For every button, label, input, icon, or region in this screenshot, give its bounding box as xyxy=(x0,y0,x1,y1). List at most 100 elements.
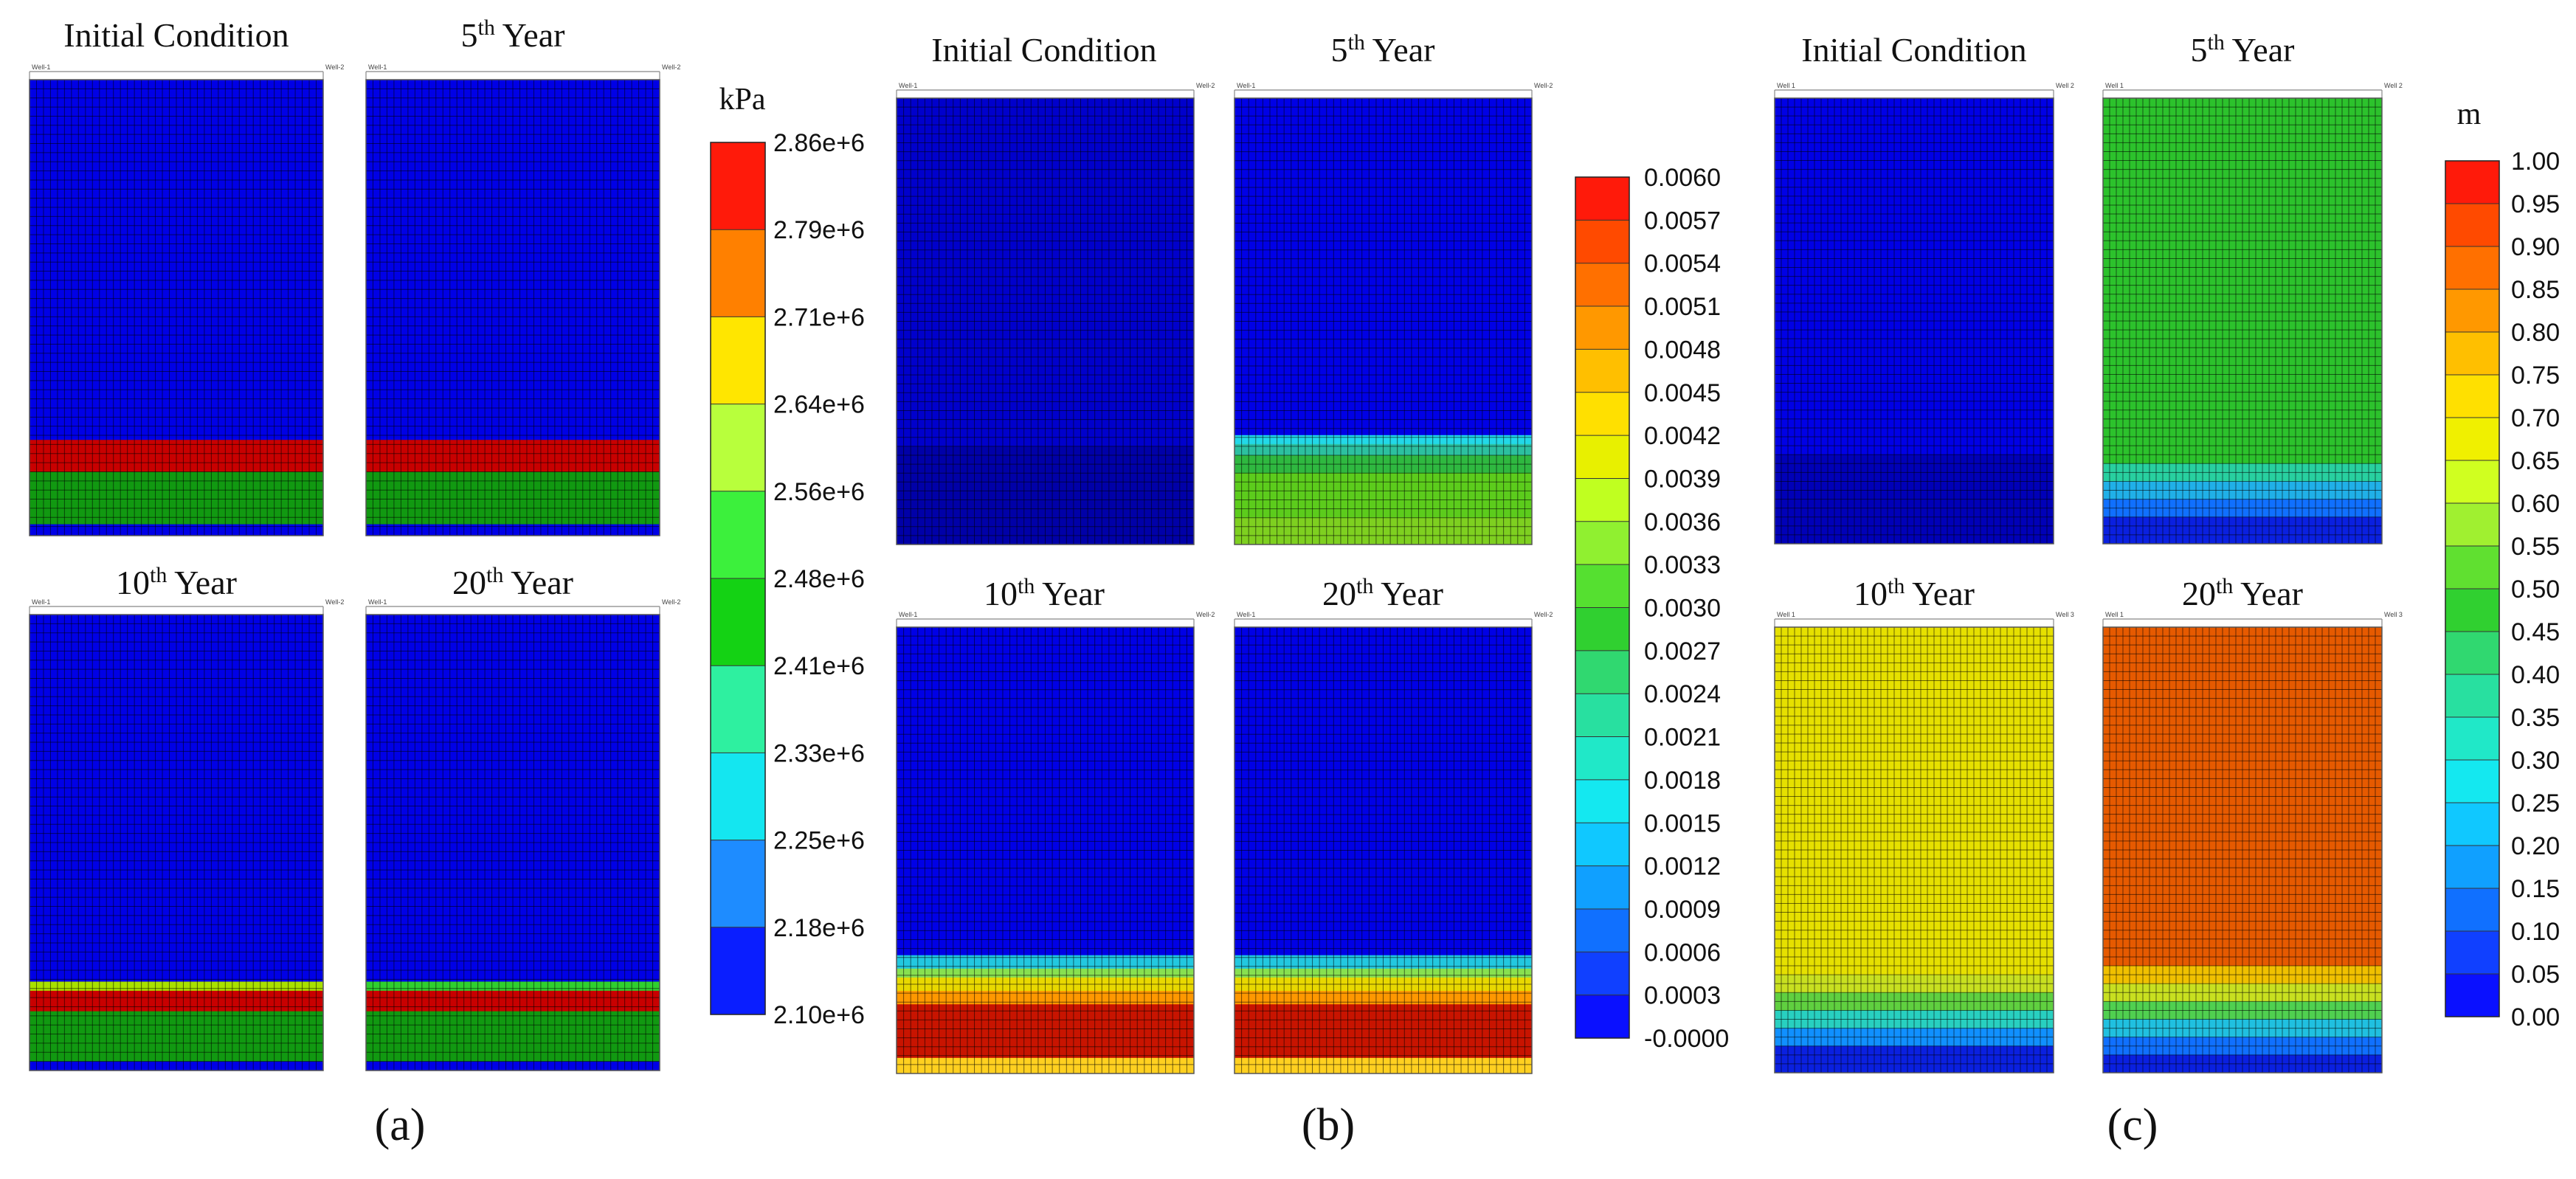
colorbar-tick-label: -0.0000 xyxy=(1644,1025,1729,1053)
colorbar-segment xyxy=(2445,888,2499,932)
colorbar-segment xyxy=(711,317,765,405)
colorbar-segment xyxy=(2445,418,2499,461)
panel-title: 5th Year xyxy=(2191,30,2295,69)
panel-title-main: 20 xyxy=(452,564,486,601)
colorbar-tick-label: 0.00 xyxy=(2511,1003,2560,1031)
colorbar-segment xyxy=(2445,846,2499,889)
well-left-label: Well-1 xyxy=(899,611,917,618)
panel-title: 5th Year xyxy=(1331,30,1435,69)
colorbar-tick-label: 2.71e+6 xyxy=(773,303,865,331)
well-right-label: Well-2 xyxy=(325,63,344,71)
well-left-label: Well-1 xyxy=(368,63,387,71)
colorbar-tick-label: 0.0060 xyxy=(1644,164,1721,192)
colorbar-tick-label: 0.75 xyxy=(2511,362,2560,390)
colorbar-tick-label: 0.0051 xyxy=(1644,293,1721,321)
well-right-label: Well-2 xyxy=(1196,611,1215,618)
panel-title-rest: Year xyxy=(1035,575,1105,612)
colorbar-tick-label: 0.15 xyxy=(2511,875,2560,903)
colorbar-tick-label: 0.0024 xyxy=(1644,680,1721,708)
panel-title: Initial Condition xyxy=(63,16,289,54)
well-left-label: Well-1 xyxy=(32,598,50,606)
colorbar-border xyxy=(1575,176,1630,1039)
panel-title-sup: th xyxy=(2208,30,2225,55)
colorbar-segment xyxy=(1575,607,1629,651)
colorbar-tick-label: 2.33e+6 xyxy=(773,739,865,767)
panel-border xyxy=(896,97,1195,545)
panel-border xyxy=(365,614,660,1071)
plot-panel: Well-1 Well-2 Initial Condition xyxy=(896,31,1215,545)
colorbar-tick-label: 0.0054 xyxy=(1644,250,1721,278)
colorbar-segment xyxy=(1575,392,1629,436)
colorbar-segment xyxy=(1575,306,1629,350)
panel-title-main: 5 xyxy=(1331,31,1348,69)
colorbar-segment xyxy=(2445,974,2499,1017)
colorbar-tick-label: 0.0012 xyxy=(1644,853,1721,881)
panel-title: 20th Year xyxy=(2182,574,2303,612)
colorbar-tick-label: 0.0027 xyxy=(1644,637,1721,665)
colorbar-segment xyxy=(711,753,765,841)
plot-panel: Well 1 Well 2 5th Year xyxy=(2102,30,2403,544)
colorbar-tick-label: 2.48e+6 xyxy=(773,565,865,593)
colorbar-segment xyxy=(1575,779,1629,823)
colorbar-segment xyxy=(1575,865,1629,910)
panel-title-rest: Year xyxy=(503,564,573,601)
well-left-label: Well-1 xyxy=(32,63,50,71)
colorbar-segment xyxy=(1575,995,1629,1039)
panel-title: 10th Year xyxy=(1854,574,1975,612)
colorbar-tick-label: 0.0015 xyxy=(1644,809,1721,837)
well-right-label: Well-2 xyxy=(1196,82,1215,89)
colorbar-tick-label: 0.0039 xyxy=(1644,465,1721,493)
panel-title-sup: th xyxy=(150,563,167,587)
panel-title-sup: th xyxy=(486,563,503,587)
colorbar-segment xyxy=(2445,674,2499,718)
colorbar-tick-label: 0.45 xyxy=(2511,618,2560,646)
panel-title-rest: Year xyxy=(2233,575,2303,612)
colorbar-segment xyxy=(1575,521,1629,565)
well-left-label: Well-1 xyxy=(1237,611,1255,618)
colorbar-segment xyxy=(711,840,765,928)
colorbar-tick-label: 0.80 xyxy=(2511,319,2560,347)
panel-title-rest: Year xyxy=(1365,31,1435,69)
panel-title-rest: Year xyxy=(1373,575,1443,612)
mesh-grid xyxy=(1774,626,2054,1073)
colorbar-segment xyxy=(2445,931,2499,975)
panel-title-sup: th xyxy=(478,15,495,40)
colorbar-tick-label: 0.35 xyxy=(2511,704,2560,732)
panel-border xyxy=(29,614,324,1071)
panel-title-sup: th xyxy=(2216,574,2233,598)
well-right-label: Well-2 xyxy=(1534,82,1553,89)
colorbar-tick-label: 2.10e+6 xyxy=(773,1001,865,1029)
colorbar-tick-label: 0.0036 xyxy=(1644,508,1721,536)
colorbar-segment xyxy=(711,491,765,579)
colorbar-segment xyxy=(2445,760,2499,803)
panel-border xyxy=(29,79,324,536)
colorbar-tick-label: 1.00 xyxy=(2511,148,2560,176)
colorbar-segment xyxy=(2445,460,2499,504)
colorbar-tick-label: 0.0030 xyxy=(1644,595,1721,623)
panel-title-main: Initial Condition xyxy=(63,16,289,54)
plot-panel: Well-1 Well-2 20th Year xyxy=(365,563,680,1071)
colorbar-tick-label: 0.10 xyxy=(2511,918,2560,946)
subfigure-caption: (c) xyxy=(2107,1100,2158,1150)
panel-title-sup: th xyxy=(1888,574,1905,598)
colorbar-tick-label: 0.70 xyxy=(2511,404,2560,432)
colorbar-unit: m xyxy=(2457,97,2482,131)
well-right-label: Well-2 xyxy=(662,63,680,71)
well-right-label: Well-2 xyxy=(662,598,680,606)
plot-panel: Well-1 Well-2 10th Year xyxy=(896,574,1215,1074)
well-left-label: Well 1 xyxy=(2105,82,2124,89)
well-right-label: Well 3 xyxy=(2384,611,2403,618)
panel-title: Initial Condition xyxy=(1801,31,2026,69)
panel-title: 5th Year xyxy=(461,15,565,54)
panel-title-main: 10 xyxy=(116,564,150,601)
mesh-grid xyxy=(1774,97,2054,544)
mesh-grid xyxy=(2102,626,2383,1073)
colorbar-tick-label: 0.85 xyxy=(2511,276,2560,304)
colorbar-tick-label: 0.0009 xyxy=(1644,896,1721,924)
colorbar-segment xyxy=(2445,503,2499,547)
colorbar-segment xyxy=(711,927,765,1015)
colorbar-unit: kPa xyxy=(719,83,766,117)
colorbar-tick-label: 2.86e+6 xyxy=(773,129,865,157)
